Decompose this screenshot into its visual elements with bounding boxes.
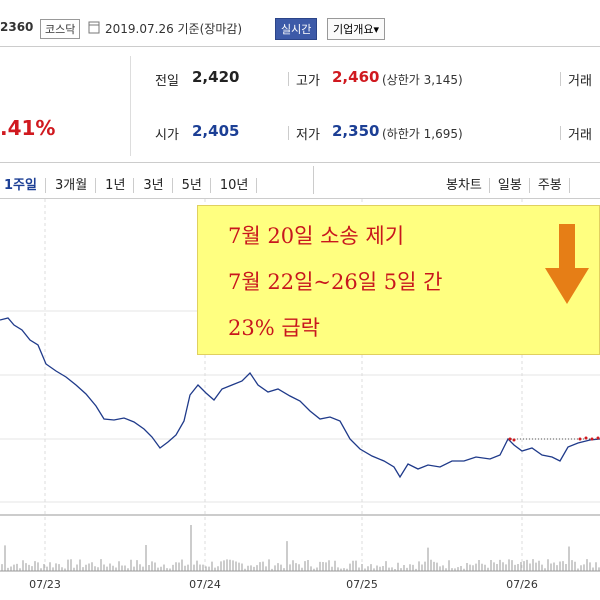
- view-tab[interactable]: 일봉: [497, 178, 530, 193]
- annotation-line: 23% 급락: [228, 316, 320, 340]
- x-tick-label: 07/26: [506, 578, 538, 591]
- x-tick-label: 07/24: [189, 578, 221, 591]
- stock-code: 2360: [0, 20, 34, 34]
- change-rate: .41%: [0, 116, 56, 140]
- label: 시가: [155, 128, 179, 143]
- view-tab[interactable]: 봉차트: [446, 178, 490, 193]
- x-tick-label: 07/25: [346, 578, 378, 591]
- sep: [288, 72, 289, 86]
- sep: [560, 126, 561, 140]
- sep: [560, 72, 561, 86]
- realtime-button[interactable]: 실시간: [275, 18, 318, 40]
- volume-bars: [1, 525, 600, 571]
- divider: [0, 198, 600, 199]
- value: 2,420: [192, 68, 240, 86]
- period-tab[interactable]: 3년: [143, 178, 173, 193]
- label: 전일: [155, 74, 179, 89]
- value: 2,460: [332, 68, 380, 86]
- value: 2,405: [192, 122, 240, 140]
- upper-dots: [508, 436, 600, 442]
- x-tick-label: 07/23: [29, 578, 61, 591]
- price-chart: 07/23 07/24 07/25 07/26: [0, 199, 600, 591]
- period-tab[interactable]: 5년: [181, 178, 211, 193]
- period-tabs: 1주일 3개월 1년 3년 5년 10년: [4, 174, 266, 193]
- down-arrow: [545, 224, 589, 304]
- label: 거래: [568, 74, 592, 89]
- sep: [288, 126, 289, 140]
- period-tab[interactable]: 1주일: [4, 178, 46, 193]
- view-tabs: 봉차트 일봉 주봉: [446, 174, 578, 193]
- price-line: [0, 317, 600, 479]
- market-badge: 코스닥: [40, 19, 81, 39]
- x-axis-labels: 07/23 07/24 07/25 07/26: [29, 578, 538, 591]
- label: 거래: [568, 128, 592, 143]
- divider: [0, 46, 600, 47]
- annotation-box: 7월 20일 소송 제기 7월 22일~26일 5일 간 23% 급락: [197, 205, 600, 355]
- value: 2,350: [332, 122, 380, 140]
- period-tab[interactable]: 1년: [105, 178, 135, 193]
- annotation-line: 7월 20일 소송 제기: [228, 224, 405, 248]
- company-text: 기업개요: [333, 23, 374, 36]
- limit: (상한가 3,145): [382, 73, 463, 87]
- calendar-icon: [88, 21, 100, 34]
- divider: [130, 56, 131, 156]
- date: 2019.07.26 기준(장마감): [105, 22, 243, 36]
- label: 고가: [296, 74, 320, 89]
- company-button[interactable]: 기업개요▾: [327, 18, 386, 40]
- view-tab[interactable]: 주봉: [537, 178, 570, 193]
- limit: (하한가 1,695): [382, 127, 463, 141]
- annotation-line: 7월 22일~26일 5일 간: [228, 270, 443, 294]
- sep: [313, 166, 314, 194]
- label: 저가: [296, 128, 320, 143]
- divider: [0, 162, 600, 163]
- period-tab[interactable]: 3개월: [54, 178, 97, 193]
- period-tab[interactable]: 10년: [219, 178, 258, 193]
